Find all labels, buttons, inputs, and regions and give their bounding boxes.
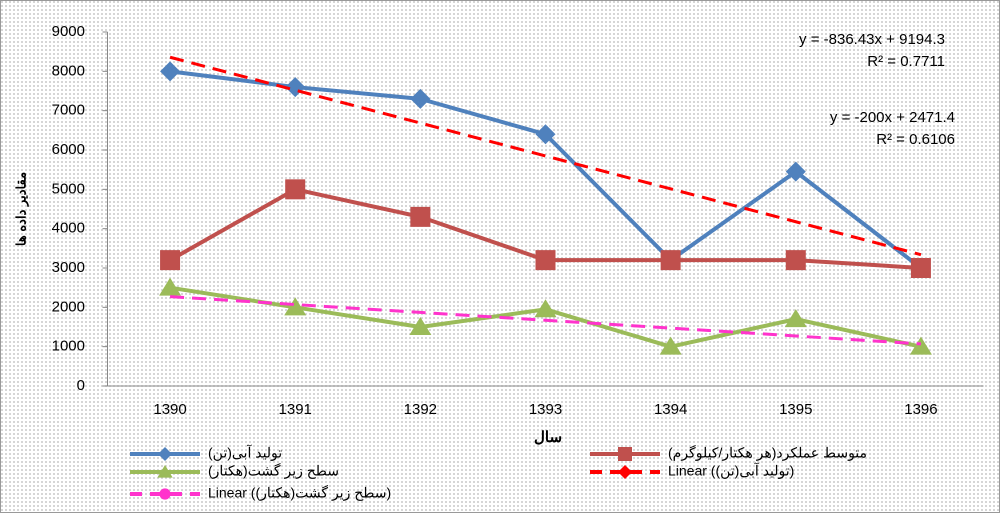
series-line — [169, 69, 923, 270]
marker — [284, 297, 307, 316]
marker — [410, 88, 431, 109]
marker — [785, 161, 806, 182]
marker — [910, 258, 931, 278]
x-tick-label: 1394 — [654, 401, 687, 418]
marker — [785, 250, 806, 271]
y-tick-label: 0 — [77, 377, 85, 394]
legend-label: متوسط عملکرد(هر هکتار/کیلوگرم) — [668, 445, 867, 462]
marker — [534, 299, 557, 318]
trend-equation: y = -836.43x + 9194.3 — [799, 31, 945, 48]
marker — [157, 465, 173, 478]
marker — [285, 179, 306, 200]
y-tick-label: 8000 — [52, 62, 85, 79]
x-tick-label: 1391 — [279, 401, 312, 418]
y-tick-label: 4000 — [52, 220, 85, 237]
y-tick-label: 1000 — [52, 338, 85, 355]
legend-label: Linear (تولید آبی(تن)) — [668, 462, 794, 480]
marker — [409, 317, 432, 335]
x-tick-label: 1393 — [529, 401, 562, 418]
marker — [535, 124, 556, 145]
legend-label: Linear (سطح زیر گشت(هکتار)) — [208, 485, 391, 502]
trend-r2: R² = 0.7711 — [867, 53, 945, 70]
y-tick-label: 3000 — [52, 259, 85, 276]
marker — [160, 61, 181, 82]
x-tick-label: 1396 — [904, 401, 937, 418]
trend-equation: y = -200x + 2471.4 — [830, 109, 955, 126]
y-axis-label: مقادیر داده ها — [13, 172, 29, 246]
marker — [618, 447, 632, 461]
x-tick-label: 1392 — [404, 401, 437, 418]
trend-r2: R² = 0.6106 — [876, 131, 955, 148]
marker — [618, 465, 632, 479]
marker — [159, 488, 171, 500]
trendline — [169, 55, 922, 257]
marker — [659, 336, 682, 355]
marker — [660, 250, 681, 271]
marker — [160, 250, 181, 271]
x-tick-label: 1395 — [779, 401, 812, 418]
y-tick-label: 9000 — [52, 23, 85, 40]
legend-label: تولید آبی(تن) — [208, 444, 282, 462]
y-tick-label: 6000 — [52, 141, 85, 158]
x-tick-label: 1390 — [153, 401, 186, 418]
marker — [159, 277, 182, 296]
marker — [158, 447, 172, 461]
marker — [410, 206, 431, 227]
trendline — [169, 295, 922, 346]
y-tick-label: 2000 — [52, 298, 85, 315]
y-tick-label: 5000 — [52, 180, 85, 197]
x-axis-label: سال — [534, 429, 562, 446]
marker — [784, 309, 807, 328]
legend-label: سطح زیر گشت(هکتار) — [208, 463, 339, 480]
y-tick-label: 7000 — [52, 102, 85, 119]
marker — [535, 250, 556, 271]
marker — [909, 336, 932, 355]
